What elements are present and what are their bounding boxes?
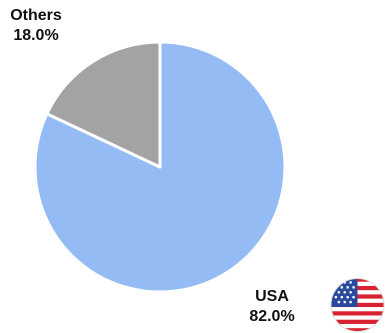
usa-label-percent: 82.0% (249, 308, 295, 325)
others-label-percent: 18.0% (13, 27, 59, 44)
others-label-name: Others (10, 7, 62, 24)
pie-slice-usa (33, 40, 287, 294)
usa-label: USA 82.0% (238, 287, 306, 327)
others-label: Others 18.0% (0, 6, 72, 46)
pie-slice-others (45, 40, 162, 169)
usa-label-name: USA (255, 288, 289, 305)
usa-flag-icon (330, 277, 385, 333)
